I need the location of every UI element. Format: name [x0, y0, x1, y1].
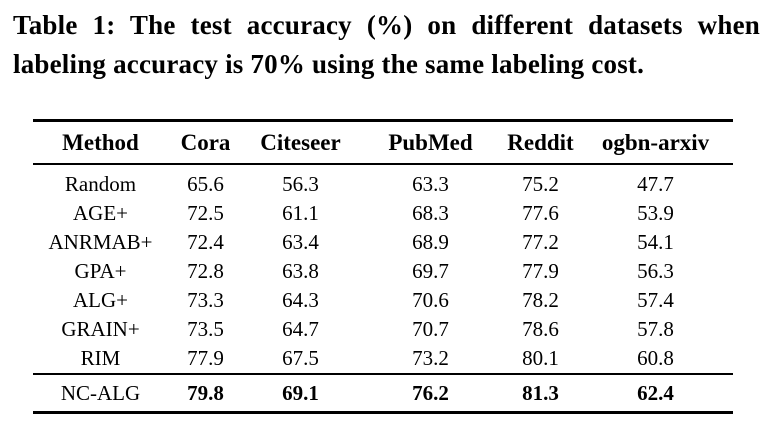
- table-row-gpa: GPA+ 72.8 63.8 69.7 77.9 56.3: [33, 257, 733, 286]
- value-cell: 61.1: [282, 201, 319, 225]
- column-header-method: Method: [33, 120, 168, 165]
- table-row-rim: RIM 77.9 67.5 73.2 80.1 60.8: [33, 344, 733, 374]
- value-cell: 64.7: [282, 317, 319, 341]
- method-cell: ANRMAB+: [48, 230, 153, 254]
- value-cell: 47.7: [637, 172, 674, 196]
- value-cell: 79.8: [168, 373, 243, 413]
- table-row-grain: GRAIN+ 73.5 64.7 70.7 78.6 57.8: [33, 315, 733, 344]
- value-cell: 56.3: [637, 259, 674, 283]
- method-cell: GRAIN+: [61, 317, 140, 341]
- value-cell: 72.4: [187, 230, 224, 254]
- table-row-nc-alg-highlight: NC-ALG 79.8 69.1 76.2 81.3 62.4: [33, 373, 733, 413]
- table-row-age: AGE+ 72.5 61.1 68.3 77.6 53.9: [33, 199, 733, 228]
- method-cell: Random: [64, 172, 137, 196]
- value-cell: 77.2: [522, 230, 559, 254]
- value-cell: 65.6: [187, 172, 224, 196]
- value-cell: 73.3: [187, 288, 224, 312]
- value-cell: 57.8: [637, 317, 674, 341]
- value-cell: 57.4: [637, 288, 674, 312]
- value-cell: 60.8: [637, 346, 674, 370]
- value-cell: 63.4: [282, 230, 319, 254]
- method-cell: NC-ALG: [33, 373, 168, 413]
- value-cell: 76.2: [358, 373, 503, 413]
- method-cell: ALG+: [72, 288, 128, 312]
- value-cell: 77.9: [522, 259, 559, 283]
- table-header-row: Method Cora Citeseer PubMed Reddit ogbn-…: [33, 120, 733, 165]
- value-cell: 70.6: [412, 288, 449, 312]
- value-cell: 63.8: [282, 259, 319, 283]
- table-caption: Table 1: The test accuracy (%) on differ…: [13, 10, 760, 79]
- value-cell: 68.3: [412, 201, 449, 225]
- column-header-cora: Cora: [168, 120, 243, 165]
- value-cell: 69.7: [412, 259, 449, 283]
- value-cell: 73.5: [187, 317, 224, 341]
- value-cell: 81.3: [503, 373, 578, 413]
- value-cell: 75.2: [522, 172, 559, 196]
- value-cell: 56.3: [282, 172, 319, 196]
- value-cell: 72.8: [187, 259, 224, 283]
- value-cell: 70.7: [412, 317, 449, 341]
- column-header-citeseer: Citeseer: [243, 120, 358, 165]
- value-cell: 64.3: [282, 288, 319, 312]
- column-header-ogbn-arxiv: ogbn-arxiv: [578, 120, 733, 165]
- value-cell: 54.1: [637, 230, 674, 254]
- value-cell: 78.2: [522, 288, 559, 312]
- value-cell: 62.4: [578, 373, 733, 413]
- value-cell: 80.1: [522, 346, 559, 370]
- results-table: Method Cora Citeseer PubMed Reddit ogbn-…: [33, 119, 733, 414]
- method-cell: RIM: [80, 346, 121, 370]
- value-cell: 63.3: [412, 172, 449, 196]
- value-cell: 78.6: [522, 317, 559, 341]
- method-cell: AGE+: [72, 201, 128, 225]
- value-cell: 72.5: [187, 201, 224, 225]
- value-cell: 73.2: [412, 346, 449, 370]
- value-cell: 68.9: [412, 230, 449, 254]
- table-row-anrmab: ANRMAB+ 72.4 63.4 68.9 77.2 54.1: [33, 228, 733, 257]
- table-row-alg: ALG+ 73.3 64.3 70.6 78.2 57.4: [33, 286, 733, 315]
- value-cell: 69.1: [243, 373, 358, 413]
- value-cell: 53.9: [637, 201, 674, 225]
- table-row-random: Random 65.6 56.3 63.3 75.2 47.7: [33, 164, 733, 199]
- value-cell: 67.5: [282, 346, 319, 370]
- column-header-reddit: Reddit: [503, 120, 578, 165]
- method-cell: GPA+: [74, 259, 127, 283]
- value-cell: 77.9: [187, 346, 224, 370]
- column-header-pubmed: PubMed: [358, 120, 503, 165]
- value-cell: 77.6: [522, 201, 559, 225]
